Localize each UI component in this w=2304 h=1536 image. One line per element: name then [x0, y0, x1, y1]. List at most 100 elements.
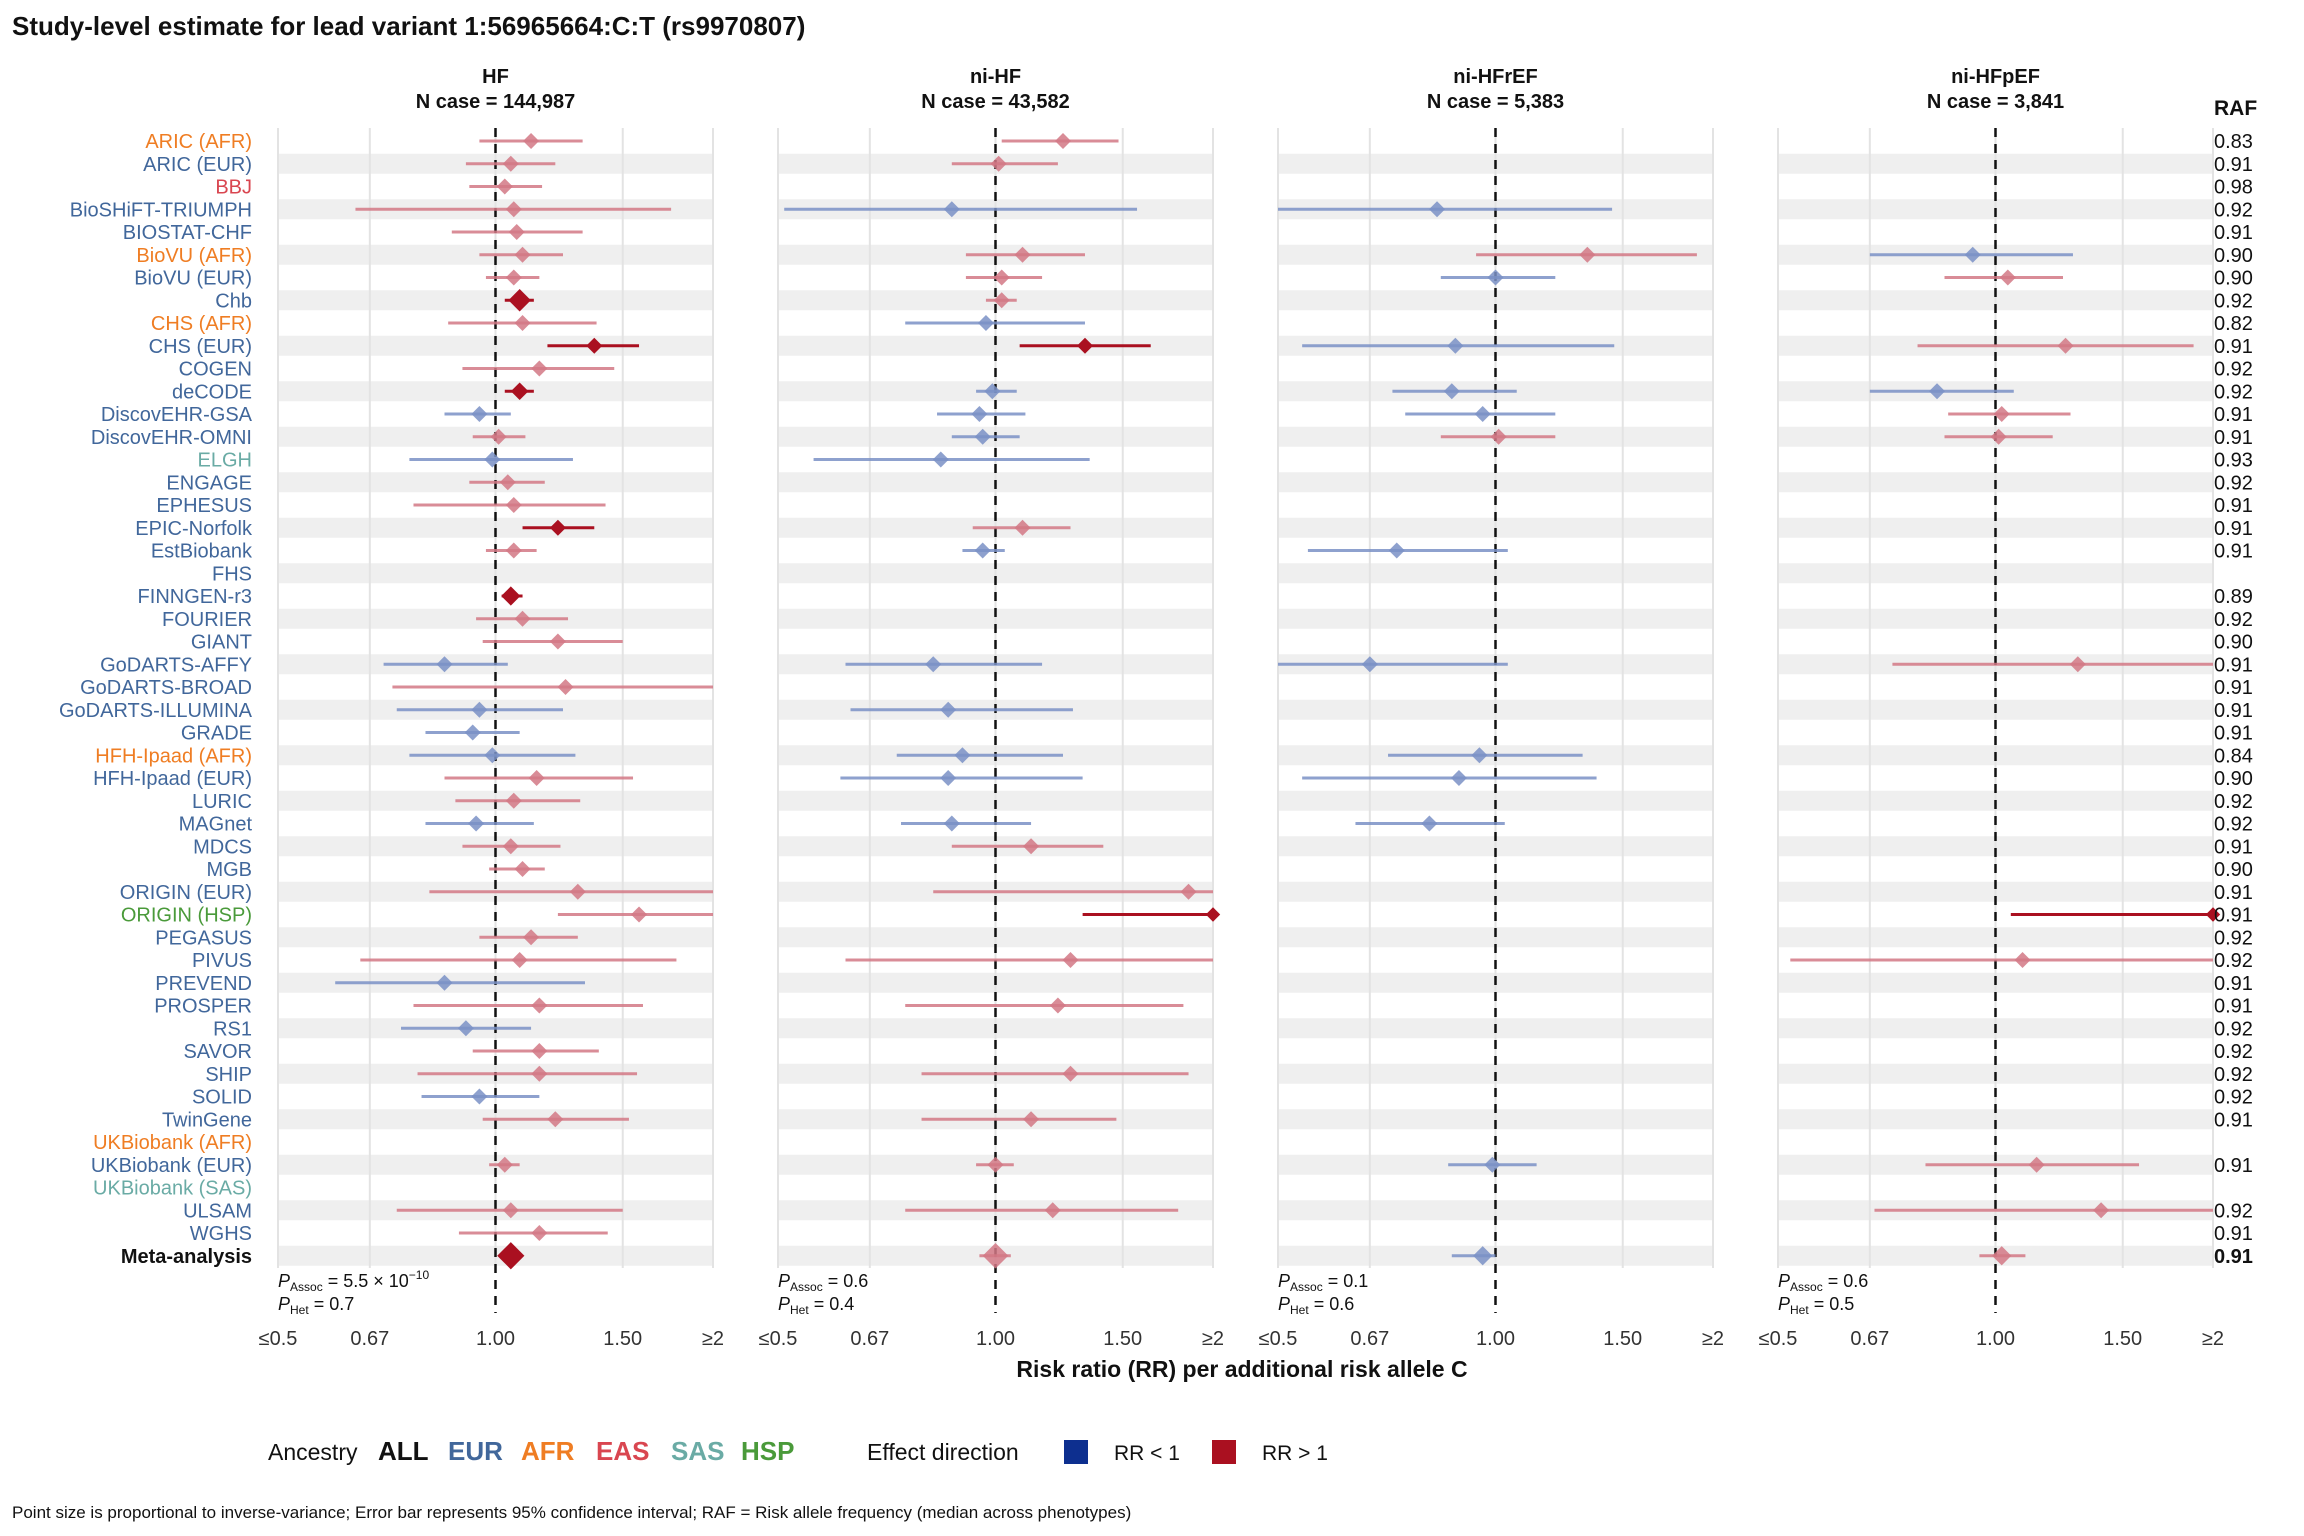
legend-ancestry-eas: EAS: [596, 1436, 649, 1466]
estimate-point: [1062, 952, 1079, 968]
raf-value: 0.92: [2214, 950, 2253, 972]
raf-value: 0.98: [2214, 177, 2253, 199]
estimate-point: [940, 770, 957, 786]
raf-value: 0.91: [2214, 1246, 2253, 1268]
estimate-point: [2069, 656, 2086, 673]
estimate-point: [523, 133, 540, 149]
raf-value: 0.92: [2214, 1200, 2253, 1222]
estimate-point: [1993, 406, 2010, 422]
estimate-point: [1361, 656, 1378, 673]
estimate-point: [631, 906, 648, 923]
estimate-point: [471, 1088, 488, 1105]
estimate-point: [505, 201, 522, 218]
raf-value: 0.91: [2214, 700, 2253, 722]
study-label: FINNGEN-r3: [138, 586, 252, 608]
x-tick-label: ≥2: [1702, 1328, 1724, 1350]
estimate-point: [514, 246, 531, 263]
estimate-point: [1044, 1202, 1061, 1219]
study-label: SAVOR: [183, 1041, 252, 1063]
x-tick-label: 0.67: [850, 1328, 889, 1350]
estimate-point: [531, 1043, 548, 1059]
estimate-point: [984, 383, 1001, 400]
study-label: ARIC (EUR): [143, 154, 252, 176]
x-tick-label: 1.00: [1476, 1328, 1515, 1350]
estimate-point: [490, 428, 507, 445]
estimate-point: [484, 747, 501, 764]
estimate-point: [528, 770, 545, 786]
study-label: HFH-Ipaad (AFR): [95, 745, 252, 767]
raf-value: 0.91: [2214, 154, 2253, 176]
estimate-point: [1388, 542, 1405, 559]
estimate-point: [943, 201, 960, 218]
estimate-point: [943, 815, 960, 832]
estimate-point: [1929, 383, 1946, 400]
estimate-point: [502, 1202, 519, 1219]
estimate-point: [2205, 907, 2221, 922]
p-het: PHet = 0.5: [1778, 1294, 1854, 1317]
raf-value: 0.92: [2214, 1064, 2253, 1086]
study-labels: ARIC (AFR)ARIC (EUR)BBJBioSHiFT-TRIUMPHB…: [59, 131, 253, 1268]
study-label: BIOSTAT-CHF: [123, 222, 252, 244]
raf-value: 0.92: [2214, 791, 2253, 813]
p-assoc: PAssoc = 0.6: [1778, 1271, 1868, 1294]
raf-value: 0.90: [2214, 632, 2253, 654]
study-label: LURIC: [192, 791, 252, 813]
estimate-point: [925, 656, 942, 673]
estimate-point: [974, 428, 991, 445]
p-assoc: PAssoc = 5.5 × 10−10: [278, 1268, 429, 1294]
raf-value: 0.92: [2214, 814, 2253, 836]
study-label: MGB: [206, 859, 252, 881]
estimate-point: [1474, 406, 1491, 422]
raf-value: 0.83: [2214, 131, 2253, 153]
estimate-point: [1014, 246, 1031, 263]
estimate-point: [1992, 1246, 2012, 1266]
raf-value: 0.91: [2214, 495, 2253, 517]
estimate-point: [932, 451, 949, 468]
panel-ncase: N case = 144,987: [416, 91, 576, 113]
estimate-point: [531, 360, 548, 377]
legend-ancestry-all: ALL: [378, 1436, 429, 1466]
p-het: PHet = 0.4: [778, 1294, 854, 1317]
raf-value: 0.90: [2214, 268, 2253, 290]
estimate-point: [436, 656, 453, 673]
p-assoc: PAssoc = 0.6: [778, 1271, 868, 1294]
estimate-point: [523, 929, 540, 946]
estimate-point: [505, 269, 522, 286]
panel-title: ni-HF: [970, 66, 1021, 88]
estimate-point: [1023, 1111, 1040, 1128]
study-label: PIVUS: [192, 950, 252, 972]
estimate-point: [569, 883, 586, 900]
estimate-point: [1443, 383, 1460, 400]
raf-value: 0.91: [2214, 1109, 2253, 1131]
study-label: ULSAM: [183, 1200, 252, 1222]
study-label: RS1: [213, 1018, 252, 1040]
estimate-point: [977, 315, 994, 331]
study-label: GoDARTS-ILLUMINA: [59, 700, 253, 722]
study-label: FHS: [212, 563, 252, 585]
raf-value: 0.91: [2214, 1155, 2253, 1177]
study-label: DiscovEHR-GSA: [101, 404, 253, 426]
legend-effect-swatch: [1064, 1440, 1088, 1464]
caption: Point size is proportional to inverse-va…: [12, 1503, 1131, 1522]
study-label: ELGH: [198, 450, 252, 472]
raf-value: 0.92: [2214, 199, 2253, 221]
estimate-point: [496, 178, 513, 195]
raf-value: 0.92: [2214, 359, 2253, 381]
estimate-point: [531, 1225, 548, 1241]
estimate-point: [987, 1156, 1004, 1173]
estimate-point: [1487, 269, 1504, 286]
study-label: CHS (EUR): [149, 336, 252, 358]
panel-hf: HF N case = 144,987 PAssoc = 5.5 × 10−10PH…: [259, 66, 724, 1350]
legend-effect-swatch: [1212, 1440, 1236, 1464]
raf-value: 0.82: [2214, 313, 2253, 335]
estimate-point: [499, 474, 516, 491]
study-label: ORIGIN (HSP): [121, 905, 252, 927]
x-tick-label: ≤0.5: [259, 1328, 298, 1350]
study-label: ORIGIN (EUR): [120, 882, 252, 904]
legend-effect-title: Effect direction: [867, 1439, 1019, 1465]
estimate-point: [1014, 519, 1031, 536]
panel-title: ni-HFrEF: [1453, 66, 1537, 88]
p-het: PHet = 0.6: [1278, 1294, 1354, 1317]
